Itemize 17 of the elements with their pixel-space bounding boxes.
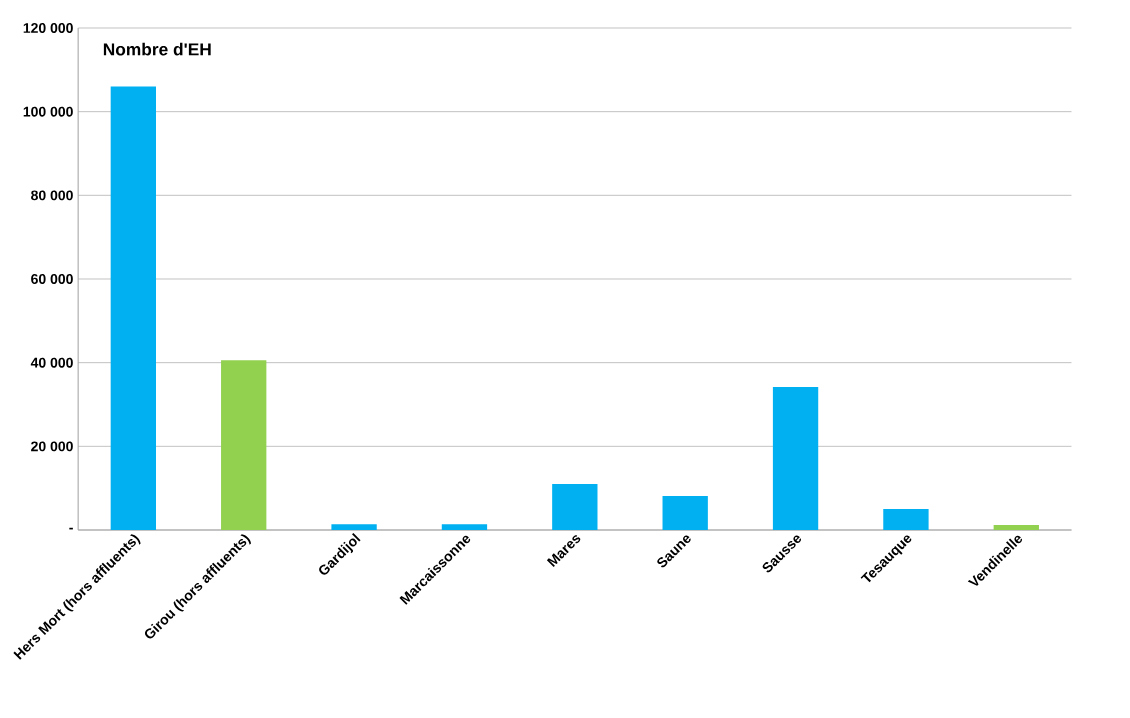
bar <box>662 496 708 530</box>
y-tick-label: 20 000 <box>31 441 73 452</box>
bar <box>772 386 819 530</box>
bar <box>331 524 377 530</box>
bar <box>993 524 1039 530</box>
bar <box>441 524 488 530</box>
y-tick-label: 120 000 <box>23 23 73 33</box>
y-tick-label: 40 000 <box>30 357 73 368</box>
bar <box>110 86 156 530</box>
y-tick-label: 100 000 <box>23 106 73 117</box>
y-tick-label: 60 000 <box>31 274 73 284</box>
y-tick-label: - <box>69 527 73 530</box>
text: Nombre d'EH <box>103 42 211 56</box>
bar <box>883 509 929 530</box>
y-tick-label: 80 000 <box>31 190 73 201</box>
bar <box>221 360 267 530</box>
bar <box>552 483 598 530</box>
